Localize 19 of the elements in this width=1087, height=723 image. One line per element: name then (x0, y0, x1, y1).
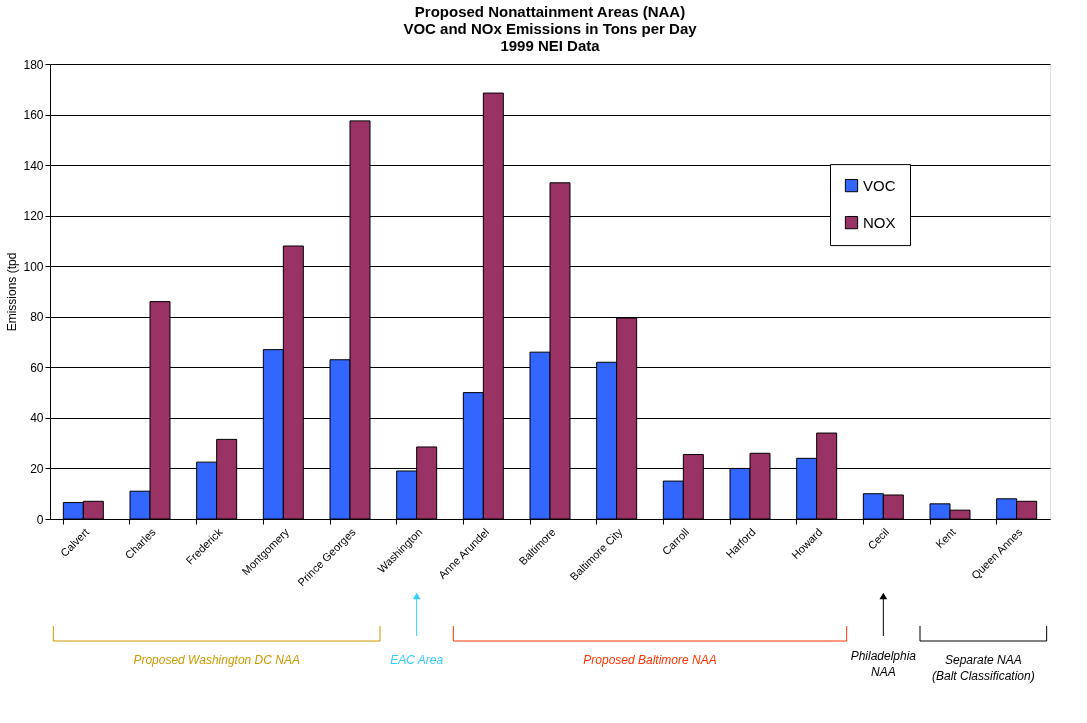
y-tick-label: 120 (23, 209, 44, 224)
y-tick-label: 0 (36, 512, 44, 527)
text: Proposed Washington DC NAA (133, 653, 300, 667)
y-tick-label: 180 (23, 57, 44, 72)
text: Philadelphia NAA (850, 649, 917, 679)
y-tick-label: 80 (30, 310, 44, 325)
y-tick-label: 140 (23, 158, 44, 173)
y-tick-label: 60 (30, 360, 44, 375)
y-tick-label: 100 (23, 259, 44, 274)
chart-title: Proposed Nonattainment Areas (NAA) VOC and NOx Emissions in Tons per Day 1999 NEI Data (403, 3, 698, 54)
y-axis-title: Emissions (tpd (5, 252, 20, 332)
y-tick-label: 40 (30, 411, 44, 426)
text: EAC Area (390, 653, 444, 667)
y-tick-label: 160 (23, 108, 44, 123)
text: Separate NAA (Balt Classification) (931, 653, 1035, 683)
legend-label: VOC (863, 176, 896, 194)
text: Proposed Baltimore NAA (583, 653, 717, 667)
y-tick-label: 20 (30, 461, 44, 476)
legend-label: NOX (863, 213, 896, 231)
